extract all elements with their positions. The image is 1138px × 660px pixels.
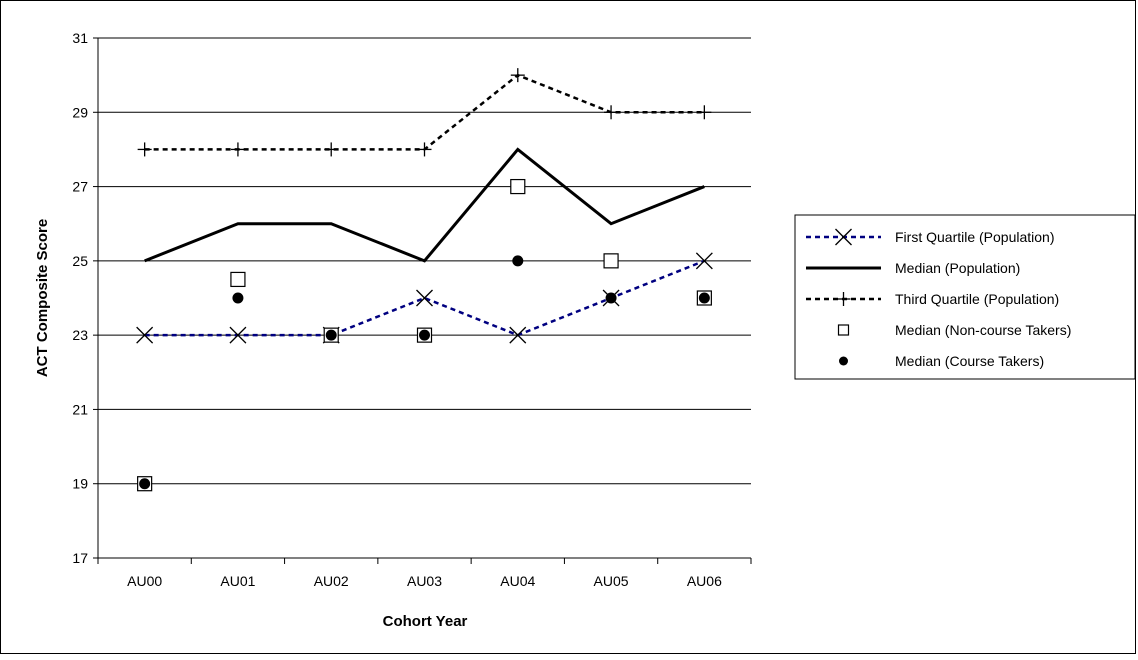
- x-tick-label: AU01: [220, 573, 255, 589]
- y-tick-label: 29: [72, 104, 88, 120]
- y-tick-label: 21: [72, 401, 88, 417]
- x-tick-label: AU06: [687, 573, 722, 589]
- y-tick-label: 19: [72, 476, 88, 492]
- series-group: [136, 68, 713, 492]
- y-tick-label: 23: [72, 327, 88, 343]
- series-5: [139, 255, 710, 490]
- legend-label: First Quartile (Population): [895, 229, 1055, 245]
- data-point: [509, 326, 527, 344]
- data-point: [419, 329, 430, 341]
- series-line: [144, 147, 705, 263]
- data-point: [230, 271, 246, 288]
- data-point: [603, 253, 619, 269]
- data-point: [510, 178, 526, 195]
- legend-item: Median (Non-course Takers): [837, 322, 1071, 338]
- legend: First Quartile (Population) Median (Popul…: [794, 214, 1136, 380]
- x-tick-label: AU00: [127, 573, 162, 589]
- data-point: [139, 478, 151, 490]
- legend-marker: [837, 324, 850, 336]
- series-3: [137, 68, 712, 157]
- legend-item: First Quartile (Population): [806, 228, 1055, 246]
- legend-label: Median (Population): [895, 260, 1020, 276]
- data-point: [229, 326, 247, 344]
- legend-label: Median (Non-course Takers): [895, 322, 1071, 338]
- y-tick-label: 17: [72, 550, 88, 566]
- legend-marker: [835, 228, 852, 246]
- legend-item: Third Quartile (Population): [806, 291, 1059, 307]
- x-tick-label: AU04: [500, 573, 535, 589]
- y-tick-label: 31: [72, 30, 88, 46]
- x-axis-label: Cohort Year: [383, 613, 468, 630]
- legend-label: Third Quartile (Population): [895, 291, 1059, 307]
- y-axis-label: ACT Composite Score: [34, 219, 51, 377]
- data-point: [695, 252, 713, 270]
- y-tick-label: 25: [72, 253, 88, 269]
- legend-marker: [839, 356, 848, 366]
- data-point: [698, 292, 710, 304]
- y-tick-label: 27: [72, 179, 88, 195]
- data-point: [512, 255, 524, 267]
- x-tick-label: AU02: [314, 573, 349, 589]
- legend-item: Median (Course Takers): [839, 353, 1044, 369]
- x-tick-label: AU05: [594, 573, 629, 589]
- data-point: [416, 289, 433, 307]
- data-point: [136, 326, 154, 344]
- data-point: [325, 329, 337, 341]
- legend-item: Median (Population): [806, 260, 1020, 276]
- axes: 17 19 21 23 25 27 29 31 AU00 AU01 AU02 AU03 AU04 AU05…: [72, 30, 752, 589]
- x-tick-label: AU03: [407, 573, 442, 589]
- legend-label: Median (Course Takers): [895, 353, 1044, 369]
- series-2: [144, 147, 705, 263]
- data-point: [605, 292, 617, 304]
- data-point: [232, 292, 244, 304]
- legend-box: [794, 214, 1136, 380]
